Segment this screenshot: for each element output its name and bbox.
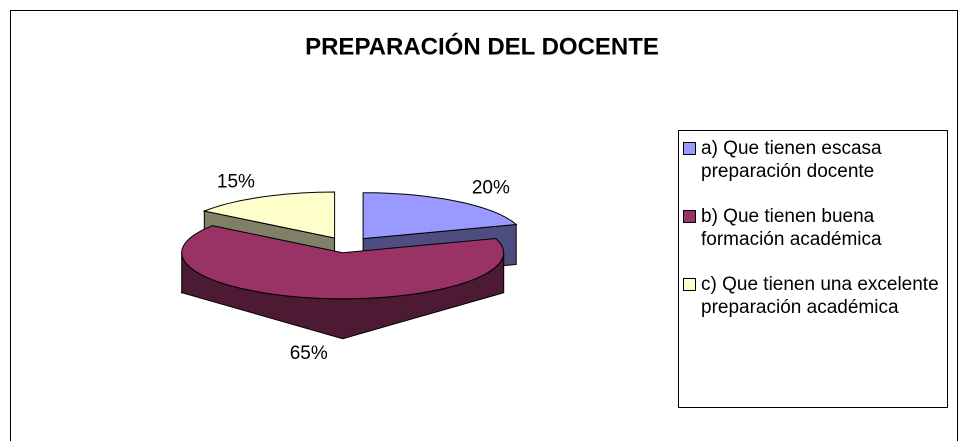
slice-top [362,192,518,240]
legend: a) Que tienen escasa preparación docente… [678,130,948,408]
legend-item: a) Que tienen escasa preparación docente [683,137,947,183]
legend-swatch [683,210,696,223]
legend-label: a) Que tienen escasa preparación docente [701,138,882,182]
legend-item: b) Que tienen buena formación académica [683,205,947,251]
legend-swatch [683,142,696,155]
legend-label: b) Que tienen buena formación académica [701,206,882,250]
chart-title: PREPARACIÓN DEL DOCENTE [305,32,659,60]
slice-top [181,225,505,300]
slice-top [202,191,336,239]
data-label: 65% [290,343,328,364]
data-label: 15% [217,172,255,193]
data-label: 20% [472,177,510,198]
legend-item: c) Que tienen una excelente preparación … [683,273,947,319]
legend-label: c) Que tienen una excelente preparación … [701,274,939,318]
chart-frame [10,10,958,441]
legend-swatch [683,278,696,291]
pie-slice [180,225,505,340]
